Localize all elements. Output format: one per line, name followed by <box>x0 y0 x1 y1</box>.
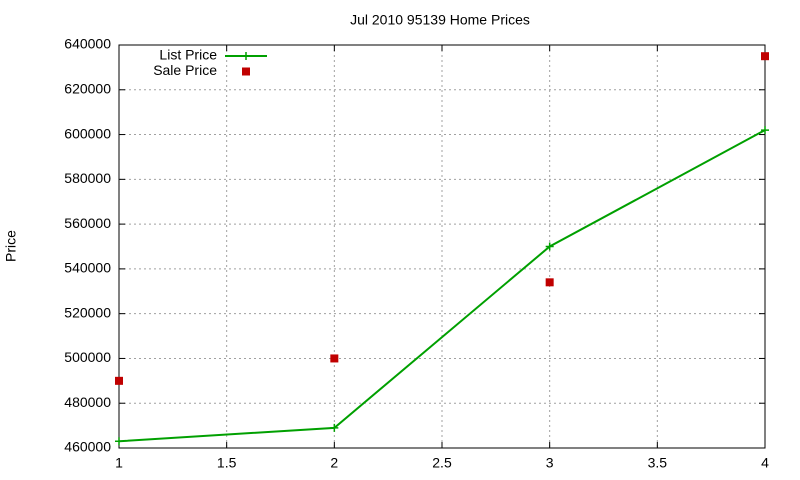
point-marker <box>330 423 339 432</box>
y-tick-label: 500000 <box>64 349 111 365</box>
series-line <box>118 129 766 443</box>
chart-title: Jul 2010 95139 Home Prices <box>350 12 530 28</box>
legend-swatch <box>242 67 250 76</box>
point-marker <box>545 242 554 251</box>
y-tick-label: 560000 <box>64 215 111 231</box>
x-tick-label: 1 <box>115 455 123 471</box>
y-tick-label: 540000 <box>64 260 111 276</box>
y-tick-label: 520000 <box>64 304 111 320</box>
y-tick-label: 580000 <box>64 170 111 186</box>
x-tick-label: 3 <box>546 455 554 471</box>
y-axis-label: Price <box>3 230 19 262</box>
y-tick-label: 460000 <box>64 439 111 455</box>
y-tick-label: 640000 <box>64 36 111 52</box>
x-tick-label: 4 <box>761 455 769 471</box>
y-tick-label: 620000 <box>64 80 111 96</box>
point-marker <box>761 126 769 135</box>
point-marker <box>115 437 123 446</box>
x-tick-label: 3.5 <box>648 455 668 471</box>
point-marker <box>761 52 769 61</box>
y-tick-label: 600000 <box>64 125 111 141</box>
x-tick-label: 2 <box>330 455 338 471</box>
point-marker <box>545 278 554 287</box>
point-marker <box>115 376 123 385</box>
legend-label: Sale Price <box>153 62 217 78</box>
y-tick-label: 480000 <box>64 394 111 410</box>
legend-swatch <box>242 52 250 60</box>
point-marker <box>330 354 339 363</box>
legend-label: List Price <box>159 47 217 63</box>
x-tick-label: 1.5 <box>217 455 237 471</box>
x-tick-label: 2.5 <box>432 455 452 471</box>
